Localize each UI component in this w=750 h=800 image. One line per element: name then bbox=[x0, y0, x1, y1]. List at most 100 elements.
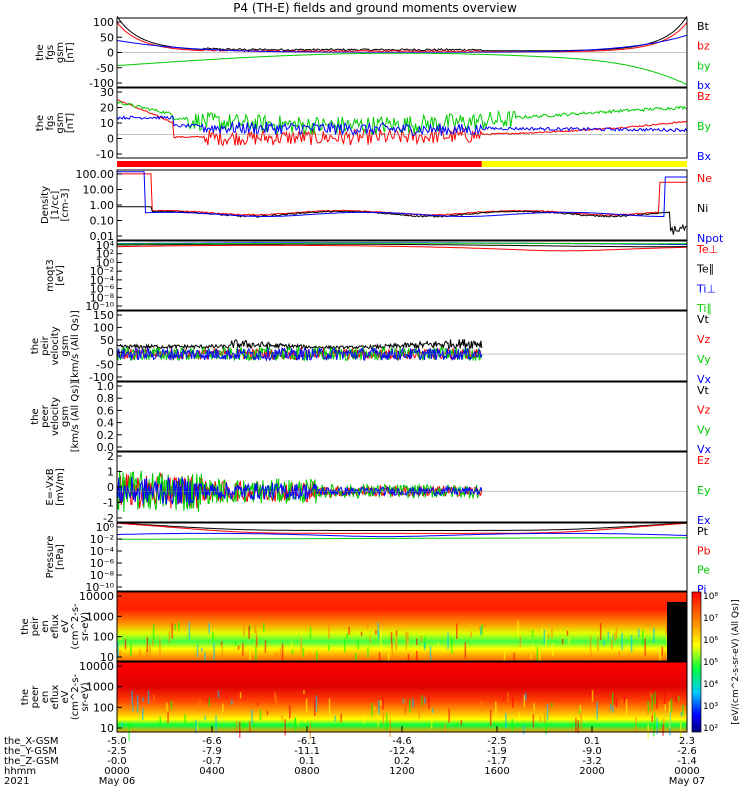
spectrogram-streak bbox=[131, 691, 133, 707]
spectrogram-streak bbox=[254, 621, 256, 634]
y-axis-label: velocity bbox=[50, 326, 61, 365]
y-axis-label: (cm^2-s- bbox=[70, 603, 81, 650]
spectrogram-streak bbox=[132, 707, 134, 712]
y-axis-label: peer bbox=[40, 404, 51, 428]
spectrogram-streak bbox=[507, 692, 509, 702]
spectrogram-streak bbox=[578, 708, 581, 714]
spectrogram-streak bbox=[147, 690, 150, 705]
y-tick-label: 100.00 bbox=[76, 168, 115, 181]
spectrogram-streak bbox=[380, 646, 382, 655]
spectrogram-streak bbox=[621, 633, 623, 651]
x-axis-value: -9.0 bbox=[582, 746, 602, 757]
spectrogram-streak bbox=[532, 714, 535, 727]
spectrogram-streak bbox=[274, 653, 276, 668]
spectrogram-streak bbox=[309, 723, 311, 740]
spectrogram-streak bbox=[395, 635, 398, 649]
spectrogram-streak bbox=[294, 718, 296, 725]
colorbar-tick-label: 10² bbox=[703, 724, 718, 734]
spectrogram-streak bbox=[447, 632, 449, 650]
spectrogram-streak bbox=[675, 694, 677, 702]
spectrogram-streak bbox=[357, 638, 359, 650]
y-tick-label: -1 bbox=[103, 497, 114, 510]
legend-entry: Bz bbox=[697, 90, 711, 103]
legend-entry: Vy bbox=[697, 353, 711, 366]
spectrogram-streak bbox=[281, 643, 284, 661]
y-tick-label: 10⁻⁶ bbox=[90, 557, 115, 570]
spectrogram-streak bbox=[139, 648, 141, 658]
spectrogram-streak bbox=[199, 699, 201, 712]
spectrogram-streak bbox=[524, 692, 527, 701]
spectrogram-streak bbox=[635, 717, 637, 734]
legend-entry: by bbox=[697, 59, 711, 72]
spectrogram-streak bbox=[243, 620, 245, 637]
panel-fgs_gsm_zoom: 30 20 10 0 -10 the fgs gsm [nT] Bz By Bx bbox=[35, 86, 712, 163]
spectrogram-streak bbox=[207, 697, 209, 704]
x-axis-row-label: the_X-GSM bbox=[4, 736, 58, 747]
spectrogram-streak bbox=[561, 638, 564, 645]
spectrogram-streak bbox=[503, 693, 505, 702]
x-axis-row-label: hhmm bbox=[4, 766, 36, 777]
y-tick-label: 50 bbox=[100, 31, 114, 44]
spectrogram-streak bbox=[456, 623, 458, 639]
x-axis-value: -6.1 bbox=[297, 736, 317, 747]
y-axis-label: the bbox=[35, 44, 46, 60]
legend-entry: Te⊥ bbox=[696, 243, 718, 256]
spectrogram-streak bbox=[237, 645, 240, 650]
spectrogram-streak bbox=[543, 713, 546, 723]
spectrogram-streak bbox=[130, 641, 132, 657]
spectrogram-streak bbox=[355, 652, 357, 665]
panel-frame bbox=[116, 381, 688, 452]
x-axis-value: -0.7 bbox=[202, 756, 222, 767]
x-axis-value: 1600 bbox=[484, 766, 509, 777]
series-line-bz bbox=[116, 22, 688, 53]
mode-bar-segment bbox=[481, 161, 687, 167]
spectrogram-streak bbox=[314, 699, 316, 716]
spectrogram-streak bbox=[255, 646, 257, 662]
y-axis-label: the bbox=[20, 618, 31, 634]
panel-peir_spec: 10000 1000 100 10 the peir en eflux eV (cm^2-s-sr… bbox=[20, 590, 688, 672]
spectrogram-streak bbox=[597, 635, 599, 652]
y-tick-label: 100 bbox=[93, 701, 114, 714]
spectrogram-streak bbox=[621, 698, 623, 708]
spectrogram-streak bbox=[612, 692, 614, 706]
spectrogram-streak bbox=[217, 690, 220, 698]
y-axis-label: Pressure bbox=[45, 536, 56, 579]
panel-density: 100.00 10.00 1.00 0.10 0.01 Density [1/cc] [cm-… bbox=[40, 168, 724, 245]
y-tick-label: 0 bbox=[107, 133, 114, 146]
spectrogram-streak bbox=[505, 713, 507, 729]
y-axis-label: [eV] bbox=[55, 265, 66, 286]
spectrogram-streak bbox=[171, 623, 173, 639]
spectrogram-streak bbox=[389, 719, 391, 737]
x-axis-value: -1.9 bbox=[487, 746, 507, 757]
legend-entry: Bt bbox=[697, 20, 710, 33]
spectrogram-streak bbox=[489, 709, 492, 726]
y-tick-label: 10⁻¹⁰ bbox=[85, 300, 114, 313]
spectrogram-streak bbox=[242, 643, 244, 656]
spectrogram-streak bbox=[429, 645, 432, 663]
y-tick-label: 10 bbox=[100, 117, 114, 130]
legend-entry: Ti∥ bbox=[696, 302, 712, 315]
series-line-by bbox=[116, 52, 688, 86]
spectrogram-streak bbox=[416, 650, 418, 661]
spectrogram-streak bbox=[480, 627, 482, 636]
spectrogram-streak bbox=[614, 633, 616, 642]
spectrogram-streak bbox=[603, 640, 605, 646]
x-axis-value: -6.6 bbox=[202, 736, 222, 747]
spectrogram-streak bbox=[536, 646, 539, 665]
spectrogram-streak bbox=[235, 720, 238, 734]
colorbar-tick-label: 10⁷ bbox=[703, 614, 718, 624]
spectrogram-streak bbox=[297, 717, 299, 726]
spectrogram-streak bbox=[146, 637, 149, 652]
series-line-Vt bbox=[116, 339, 483, 351]
spectrogram-streak bbox=[348, 627, 350, 635]
legend-entry: Vy bbox=[697, 423, 711, 436]
spectrogram-streak bbox=[274, 691, 276, 702]
x-axis-value: 1200 bbox=[389, 766, 414, 777]
panel-efield: 2 1 0 -1 -2 E=-VxB [mV/m] Ez Ey Ex bbox=[45, 450, 711, 527]
spectrogram-streak bbox=[387, 652, 390, 669]
spectrogram-streak bbox=[153, 694, 155, 702]
y-tick-label: 10² bbox=[96, 248, 114, 261]
y-axis-label: fgs bbox=[45, 45, 56, 60]
